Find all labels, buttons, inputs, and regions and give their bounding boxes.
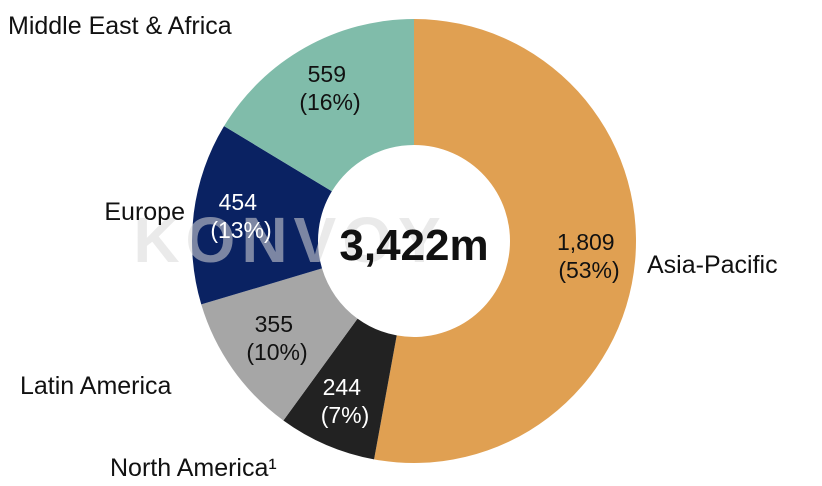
percent-north-america: (7%) (321, 402, 370, 428)
watermark: KONVOY (133, 204, 446, 276)
value-label-asia-pacific: 1,809 (53%) (557, 229, 621, 283)
value-label-europe: 454 (13%) (210, 189, 271, 243)
value-asia-pacific: 1,809 (557, 229, 615, 255)
percent-asia-pacific: (53%) (558, 257, 619, 283)
center-total: 3,422m (339, 221, 488, 270)
slice-asia-pacific (374, 19, 636, 464)
category-label-north-america: North America¹ (110, 454, 277, 482)
value-europe: 454 (219, 189, 258, 215)
slice-europe (192, 126, 332, 305)
category-label-europe: Europe (104, 198, 185, 226)
category-label-latin-america: Latin America (20, 372, 172, 400)
slice-north-america (283, 318, 397, 460)
slice-latin-america (201, 268, 358, 421)
category-label-middle-east-africa: Middle East & Africa (8, 12, 232, 40)
percent-europe: (13%) (210, 217, 271, 243)
value-north-america: 244 (323, 374, 362, 400)
percent-middle-east-africa: (16%) (299, 89, 360, 115)
slices-group (192, 19, 636, 464)
percent-latin-america: (10%) (246, 339, 307, 365)
value-label-latin-america: 355 (10%) (246, 311, 307, 365)
value-middle-east-africa: 559 (308, 61, 346, 87)
slice-middle-east-africa (224, 19, 414, 192)
value-label-north-america: 244 (7%) (321, 374, 370, 428)
category-label-asia-pacific: Asia-Pacific (647, 251, 778, 279)
value-latin-america: 355 (255, 311, 293, 337)
value-label-middle-east-africa: 559 (16%) (299, 61, 360, 115)
